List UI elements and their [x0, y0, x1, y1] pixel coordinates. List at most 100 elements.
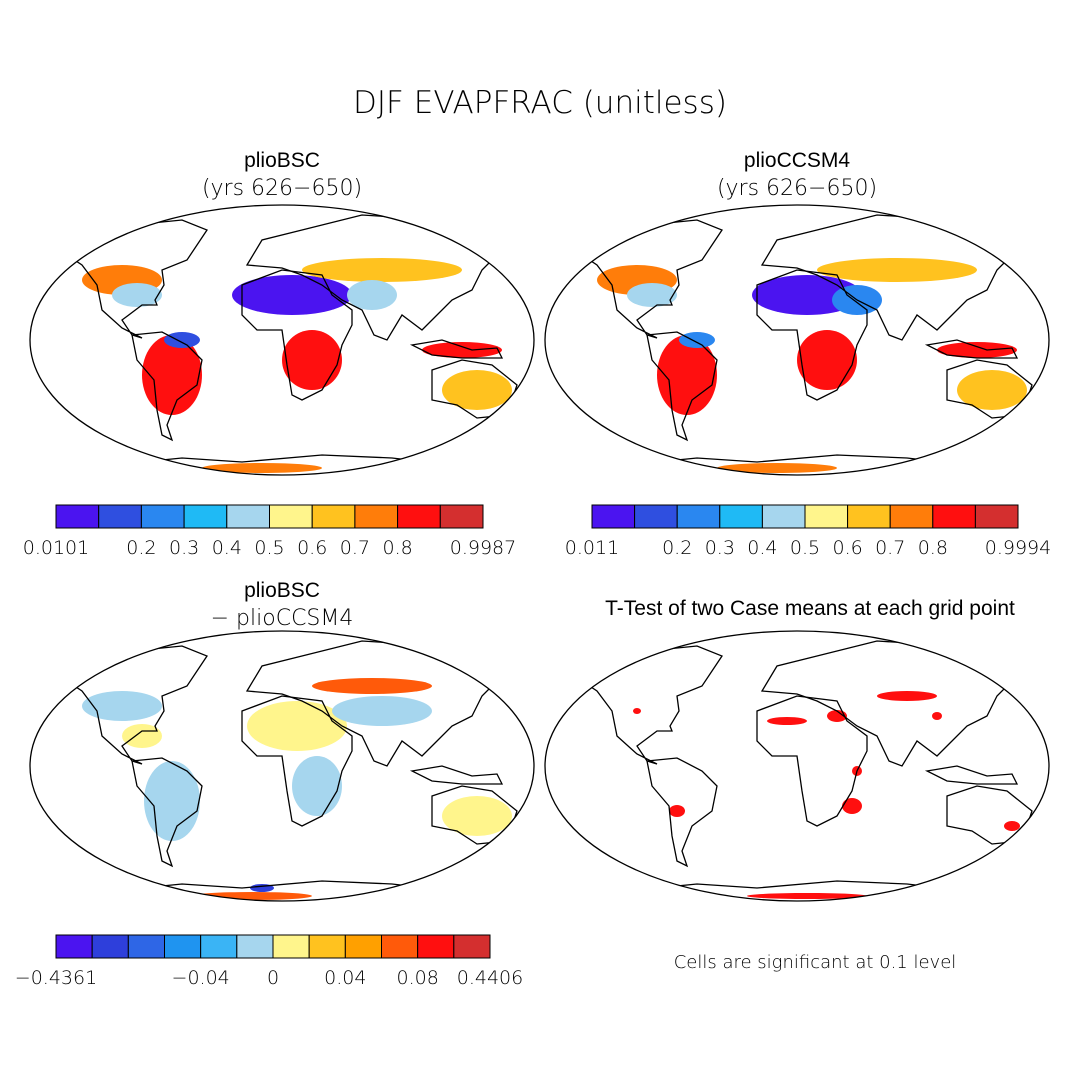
- colorbar-swatch: [439, 504, 484, 529]
- shaded-region: [633, 708, 641, 714]
- panel-title: T-Test of two Case means at each grid po…: [605, 597, 1015, 620]
- colorbar-swatch: [591, 504, 636, 529]
- shaded-region: [657, 335, 717, 415]
- colorbar-swatch: [381, 934, 419, 959]
- shaded-region: [112, 283, 162, 307]
- shaded-region: [842, 798, 862, 814]
- colorbar-swatch: [417, 934, 455, 959]
- colorbar-label: 0.2: [126, 537, 156, 559]
- shaded-region: [797, 330, 857, 390]
- figure-title: DJF EVAPFRAC (unitless): [353, 85, 727, 121]
- shaded-region: [747, 893, 867, 899]
- colorbar-label: 0.011: [565, 537, 619, 559]
- colorbar-swatch: [354, 504, 399, 529]
- colorbar-label: 0.5: [790, 537, 820, 559]
- map: [29, 630, 535, 902]
- shaded-region: [937, 342, 1017, 358]
- colorbar-swatch: [272, 934, 310, 959]
- colorbar-swatch: [236, 934, 274, 959]
- map-border: [544, 630, 1050, 902]
- colorbar-swatch: [634, 504, 678, 529]
- shaded-region: [292, 756, 342, 816]
- shaded-region: [347, 280, 397, 310]
- shaded-region: [627, 283, 677, 307]
- shaded-region: [1004, 821, 1020, 831]
- colorbar-swatch: [55, 504, 100, 529]
- colorbar-label: 0.5: [254, 537, 284, 559]
- colorbar-label: 0.04: [324, 967, 366, 989]
- shaded-region: [312, 678, 432, 694]
- colorbar-swatch: [974, 504, 1019, 529]
- shaded-region: [932, 712, 942, 720]
- shaded-region: [957, 370, 1027, 410]
- colorbar-swatch: [847, 504, 891, 529]
- shaded-region: [247, 701, 347, 751]
- colorbar-swatch: [889, 504, 934, 529]
- colorbar-label: 0.9994: [985, 537, 1051, 559]
- colorbar-swatch: [226, 504, 271, 529]
- colorbar-label: 0.2: [662, 537, 692, 559]
- colorbar-swatch: [308, 934, 346, 959]
- panel-title: plioCCSM4: [744, 149, 851, 172]
- shaded-region: [669, 805, 685, 817]
- colorbar-swatch: [804, 504, 849, 529]
- colorbar-label: 0.7: [875, 537, 905, 559]
- colorbar-swatch: [127, 934, 165, 959]
- map-border: [29, 630, 535, 902]
- colorbar-label: 0.9987: [450, 537, 516, 559]
- shaded-region: [422, 342, 502, 358]
- colorbar-swatch: [761, 504, 806, 529]
- shaded-region: [164, 332, 200, 348]
- panel-title: plioBSC: [244, 149, 320, 172]
- colorbar-swatch: [397, 504, 441, 529]
- colorbar-label: 0.6: [832, 537, 862, 559]
- colorbar-swatch: [164, 934, 202, 959]
- map: [29, 204, 535, 476]
- shaded-region: [202, 463, 322, 473]
- shaded-region: [817, 258, 977, 282]
- map-border: [29, 204, 535, 476]
- colorbar-swatch: [676, 504, 721, 529]
- colorbar-label: 0.8: [918, 537, 948, 559]
- panel-subtitle: − plioCCSM4: [211, 606, 354, 631]
- map: [544, 630, 1050, 902]
- coastline: [66, 635, 518, 901]
- colorbar-swatch: [98, 504, 142, 529]
- colorbar-label: 0.08: [397, 967, 439, 989]
- shaded-region: [767, 717, 807, 725]
- map: [544, 204, 1050, 476]
- shaded-region: [827, 710, 847, 722]
- colorbar-label: 0.4: [212, 537, 242, 559]
- shaded-region: [302, 258, 462, 282]
- shaded-region: [282, 330, 342, 390]
- shaded-region: [332, 696, 432, 726]
- colorbar-swatch: [311, 504, 356, 529]
- shaded-region: [232, 275, 352, 315]
- colorbar-swatch: [55, 934, 93, 959]
- shaded-region: [679, 332, 715, 348]
- shaded-region: [122, 724, 162, 748]
- colorbar-label: 0.4: [747, 537, 777, 559]
- colorbar-swatch: [269, 504, 313, 529]
- colorbar-swatch: [719, 504, 763, 529]
- shaded-region: [442, 370, 512, 410]
- map-border: [544, 204, 1050, 476]
- panel-title: plioBSC: [244, 579, 320, 602]
- shaded-region: [82, 691, 162, 721]
- coastline: [581, 635, 1033, 901]
- colorbar-label: 0.8: [382, 537, 412, 559]
- colorbar-swatch: [183, 504, 228, 529]
- panel-subtitle: (yrs 626−650): [717, 176, 877, 201]
- colorbar-swatch: [932, 504, 976, 529]
- colorbar-swatch: [140, 504, 185, 529]
- colorbar-swatch: [91, 934, 129, 959]
- colorbar-label: 0.7: [340, 537, 370, 559]
- colorbar-label: −0.4361: [15, 967, 97, 989]
- panel-subtitle: (yrs 626−650): [202, 176, 362, 201]
- colorbar-label: 0: [267, 967, 279, 989]
- colorbar-label: 0.3: [705, 537, 735, 559]
- colorbar-label: 0.6: [297, 537, 327, 559]
- colorbar-label: 0.4406: [457, 967, 523, 989]
- note: Cells are significant at 0.1 level: [674, 952, 957, 973]
